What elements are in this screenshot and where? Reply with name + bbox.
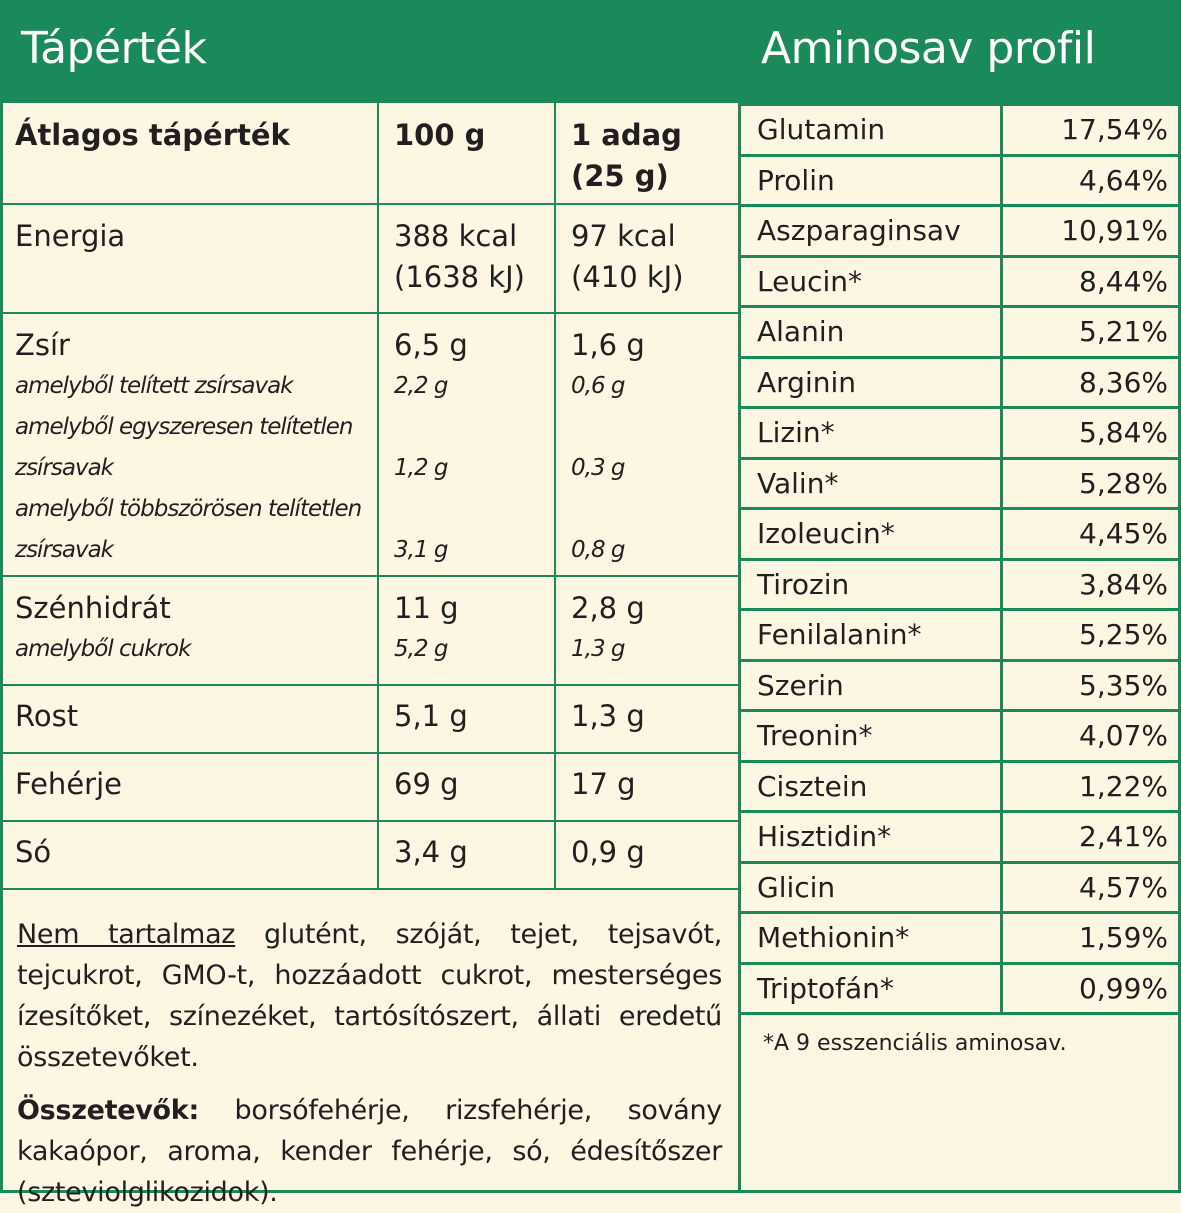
energy-100g: 388 kcal (1638 kJ) xyxy=(378,204,556,314)
amino-value: 0,99% xyxy=(1001,963,1178,1015)
amino-row: Lizin* 5,84% xyxy=(741,407,1178,460)
amino-value: 5,35% xyxy=(1001,660,1178,712)
header-average: Átlagos tápérték xyxy=(3,103,379,205)
fat-100g: 6,5 g 2,2 g 1,2 g 3,1 g xyxy=(378,313,556,577)
table-row-energy: Energia 388 kcal (1638 kJ) 97 kcal (410 kJ… xyxy=(3,204,738,314)
amino-name: Lizin* xyxy=(741,407,1003,460)
amino-row: Glicin 4,57% xyxy=(741,862,1178,914)
amino-value: 5,21% xyxy=(1001,306,1178,359)
ingredients-text: Összetevők: borsófehérje, rizsfehérje, s… xyxy=(17,1095,722,1208)
amino-name: Glutamin xyxy=(741,106,1003,157)
amino-footnote: *A 9 esszenciális aminosav. xyxy=(763,1031,1067,1056)
energy-serving: 97 kcal (410 kJ) xyxy=(555,204,738,314)
energy-label: Energia xyxy=(3,204,379,314)
amino-name: Izoleucin* xyxy=(741,508,1003,561)
amino-value: 4,07% xyxy=(1001,710,1178,763)
amino-row: Cisztein 1,22% xyxy=(741,761,1178,813)
amino-row: Alanin 5,21% xyxy=(741,306,1178,359)
amino-row: Izoleucin* 4,45% xyxy=(741,508,1178,561)
amino-name: Szerin xyxy=(741,660,1003,712)
amino-name: Tirozin xyxy=(741,559,1003,611)
amino-name: Alanin xyxy=(741,306,1003,359)
table-header-row: Átlagos tápérték 100 g 1 adag (25 g) xyxy=(3,103,738,205)
amino-name: Glicin xyxy=(741,862,1003,914)
amino-row: Methionin* 1,59% xyxy=(741,912,1178,965)
amino-title: Aminosav profil xyxy=(741,3,1178,103)
fat-serving: 1,6 g 0,6 g 0,3 g 0,8 g xyxy=(555,313,738,577)
amino-name: Prolin xyxy=(741,155,1003,207)
free-from-text: Nem tartalmaz glutént, szóját, tejet, te… xyxy=(17,919,722,1073)
nutrition-panel: Tápérték Átlagos tápérték 100 g 1 adag (2… xyxy=(0,0,738,1208)
amino-value: 8,36% xyxy=(1001,357,1178,409)
amino-name: Methionin* xyxy=(741,912,1003,965)
table-row-fiber: Rost 5,1 g 1,3 g xyxy=(3,685,738,754)
amino-value: 2,41% xyxy=(1001,811,1178,864)
amino-name: Valin* xyxy=(741,458,1003,510)
amino-value: 4,57% xyxy=(1001,862,1178,914)
amino-value: 1,22% xyxy=(1001,761,1178,813)
carb-serving: 2,8 g 1,3 g xyxy=(555,576,738,686)
amino-name: Arginin xyxy=(741,357,1003,409)
amino-value: 10,91% xyxy=(1001,205,1178,258)
carb-100g: 11 g 5,2 g xyxy=(378,576,556,686)
fat-labels: Zsír amelyből telített zsírsavak amelybő… xyxy=(3,313,379,577)
amino-row: Hisztidin* 2,41% xyxy=(741,811,1178,864)
amino-name: Leucin* xyxy=(741,256,1003,308)
amino-name: Treonin* xyxy=(741,710,1003,763)
amino-name: Hisztidin* xyxy=(741,811,1003,864)
amino-row: Szerin 5,35% xyxy=(741,660,1178,712)
amino-value: 17,54% xyxy=(1001,106,1178,157)
amino-row: Triptofán* 0,99% xyxy=(741,963,1178,1015)
table-row-salt: Só 3,4 g 0,9 g xyxy=(3,821,738,890)
header-100g: 100 g xyxy=(378,103,556,205)
amino-row: Fenilalanin* 5,25% xyxy=(741,609,1178,662)
amino-row: Prolin 4,64% xyxy=(741,155,1178,207)
amino-name: Fenilalanin* xyxy=(741,609,1003,662)
amino-value: 4,64% xyxy=(1001,155,1178,207)
amino-row: Aszparaginsav 10,91% xyxy=(741,205,1178,258)
amino-panel: Aminosav profil Glutamin 17,54% Prolin 4,64… xyxy=(738,0,1181,1193)
amino-row: Valin* 5,28% xyxy=(741,458,1178,510)
amino-name: Cisztein xyxy=(741,761,1003,813)
table-row-fat: Zsír amelyből telített zsírsavak amelybő… xyxy=(3,313,738,577)
table-row-protein: Fehérje 69 g 17 g xyxy=(3,753,738,822)
amino-value: 5,28% xyxy=(1001,458,1178,510)
amino-row: Treonin* 4,07% xyxy=(741,710,1178,763)
amino-value: 5,25% xyxy=(1001,609,1178,662)
amino-row: Leucin* 8,44% xyxy=(741,256,1178,308)
amino-name: Aszparaginsav xyxy=(741,205,1003,258)
amino-value: 4,45% xyxy=(1001,508,1178,561)
amino-value: 3,84% xyxy=(1001,559,1178,611)
carb-labels: Szénhidrát amelyből cukrok xyxy=(3,576,379,686)
nutrition-table: Átlagos tápérték 100 g 1 adag (25 g) Ener… xyxy=(3,103,738,890)
amino-row: Tirozin 3,84% xyxy=(741,559,1178,611)
nutrition-title: Tápérték xyxy=(3,3,738,103)
amino-row: Arginin 8,36% xyxy=(741,357,1178,409)
amino-value: 1,59% xyxy=(1001,912,1178,965)
amino-table: Glutamin 17,54% Prolin 4,64% Aszparaginsav 10… xyxy=(741,106,1178,1015)
table-row-carb: Szénhidrát amelyből cukrok 11 g 5,2 g 2,… xyxy=(3,576,738,686)
header-serving: 1 adag (25 g) xyxy=(555,103,738,205)
notes-section: Nem tartalmaz glutént, szóját, tejet, te… xyxy=(3,890,738,1213)
amino-value: 8,44% xyxy=(1001,256,1178,308)
amino-name: Triptofán* xyxy=(741,963,1003,1015)
amino-row: Glutamin 17,54% xyxy=(741,106,1178,157)
amino-value: 5,84% xyxy=(1001,407,1178,460)
